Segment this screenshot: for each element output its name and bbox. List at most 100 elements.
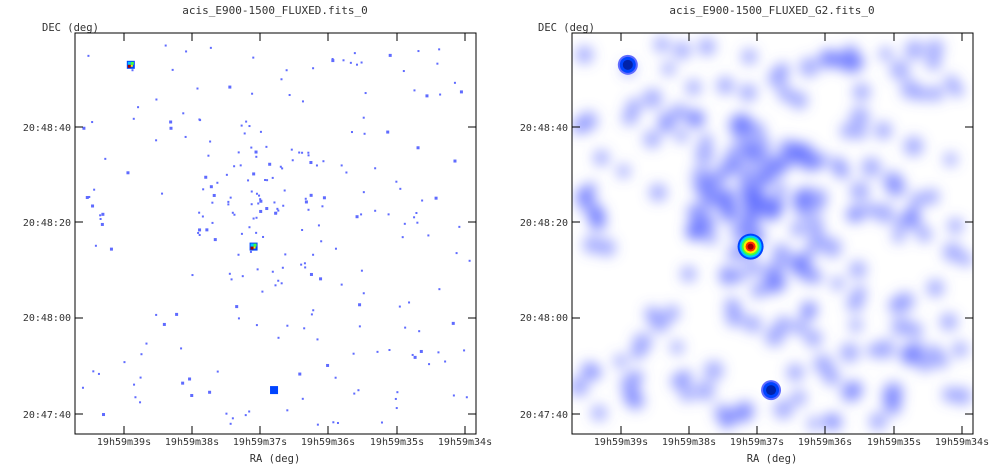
photon-event xyxy=(415,212,418,215)
photon-event xyxy=(350,131,353,134)
smoothed-event xyxy=(900,79,921,100)
smoothed-event xyxy=(621,109,638,126)
photon-event xyxy=(331,59,335,63)
smoothed-event xyxy=(643,130,662,149)
photon-event xyxy=(413,355,417,359)
source-pixel xyxy=(253,243,257,247)
photon-event xyxy=(161,192,164,195)
smoothed-event xyxy=(741,209,758,226)
panel-title: acis_E900-1500_FLUXED_G2.fits_0 xyxy=(669,4,874,17)
photon-event xyxy=(291,159,294,162)
photon-event xyxy=(304,200,308,204)
photon-event xyxy=(250,190,253,193)
plot-frame xyxy=(571,32,974,435)
photon-event xyxy=(301,397,304,400)
smoothed-event xyxy=(799,57,820,78)
photon-event xyxy=(102,413,106,417)
photon-event xyxy=(140,353,143,356)
photon-event xyxy=(240,232,243,235)
photon-event xyxy=(198,211,201,214)
photon-event xyxy=(250,146,253,149)
photon-event xyxy=(288,94,291,97)
photon-event xyxy=(209,140,212,143)
photon-event xyxy=(243,132,246,135)
photon-event xyxy=(342,59,345,62)
photon-event xyxy=(259,209,263,213)
smoothed-event xyxy=(686,109,705,128)
photon-event xyxy=(250,203,253,206)
smoothed-event xyxy=(703,171,724,192)
photon-event xyxy=(332,421,335,424)
smoothed-event xyxy=(582,235,601,254)
photon-event xyxy=(331,57,334,60)
smoothed-event xyxy=(821,237,842,258)
photon-event xyxy=(182,112,185,115)
photon-event xyxy=(298,372,302,376)
smoothed-event xyxy=(703,360,724,381)
photon-event xyxy=(312,309,315,312)
smoothed-event xyxy=(649,183,668,202)
photon-event xyxy=(413,89,416,92)
smoothed-event xyxy=(622,387,641,406)
photon-event xyxy=(259,198,262,201)
photon-event xyxy=(256,268,259,271)
photon-event xyxy=(155,98,158,101)
x-tick-label: 19h59m37s xyxy=(730,437,784,448)
smoothed-event xyxy=(875,339,896,360)
photon-event xyxy=(99,214,102,217)
smoothed-event xyxy=(745,260,762,277)
photon-event xyxy=(191,274,194,277)
source-core xyxy=(747,243,754,250)
smoothed-event xyxy=(907,340,926,359)
smoothed-event xyxy=(674,128,689,143)
photon-event xyxy=(307,208,310,211)
x-tick-label: 19h59m39s xyxy=(97,437,151,448)
smoothed-event xyxy=(849,106,870,127)
photon-event xyxy=(211,201,214,204)
x-axis-label: RA (deg) xyxy=(250,453,301,465)
photon-event xyxy=(316,423,319,426)
smoothed-event xyxy=(886,177,907,198)
smoothed-event xyxy=(739,83,758,102)
photon-event xyxy=(229,196,232,199)
photon-event xyxy=(298,151,301,154)
smoothed-event xyxy=(730,267,747,284)
photon-event xyxy=(425,94,429,98)
photon-event xyxy=(421,199,424,202)
photon-event xyxy=(237,253,240,256)
x-tick-label: 19h59m36s xyxy=(798,437,852,448)
photon-event xyxy=(286,409,289,412)
smoothed-event xyxy=(716,76,735,95)
smoothed-event xyxy=(587,365,602,380)
smoothed-event xyxy=(791,144,806,159)
photon-event xyxy=(97,372,100,375)
photon-event xyxy=(255,155,258,158)
photon-event xyxy=(453,81,456,84)
source-pixel xyxy=(130,64,133,67)
source-pixel xyxy=(270,386,279,395)
photon-event xyxy=(363,132,366,135)
plot-frame xyxy=(74,32,477,435)
photon-event xyxy=(360,61,363,64)
y-axis-label: DEC (deg) xyxy=(538,22,595,34)
photon-event xyxy=(427,234,430,237)
photon-event xyxy=(145,342,148,345)
photon-event xyxy=(237,317,240,320)
smoothed-event xyxy=(724,297,741,314)
smoothed-event xyxy=(743,183,762,202)
y-tick-label: 20:48:40 xyxy=(520,123,568,134)
photon-event xyxy=(416,221,419,224)
photon-event xyxy=(164,44,167,47)
smoothed-event xyxy=(743,315,762,334)
photon-event xyxy=(239,164,242,167)
photon-event xyxy=(94,244,97,247)
smoothed-event xyxy=(732,405,751,424)
photon-event xyxy=(248,410,251,413)
photon-event xyxy=(419,349,423,353)
photon-event xyxy=(155,313,158,316)
tick-marks xyxy=(75,33,476,434)
photon-event xyxy=(352,352,355,355)
photon-event xyxy=(399,187,402,190)
smoothed-event xyxy=(642,88,663,109)
